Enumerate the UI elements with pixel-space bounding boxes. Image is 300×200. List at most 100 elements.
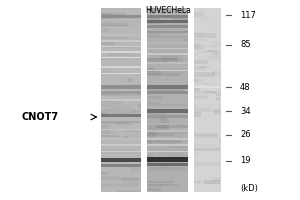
Bar [203, 9, 207, 14]
Bar [187, 43, 188, 48]
Bar [202, 46, 216, 47]
Bar [147, 20, 188, 23]
Bar [100, 99, 141, 101]
Bar [100, 176, 120, 179]
Bar [122, 179, 139, 184]
Bar [101, 112, 107, 115]
Bar [212, 71, 220, 75]
Bar [147, 188, 161, 191]
Bar [153, 69, 184, 73]
Bar [147, 151, 188, 152]
Bar [194, 86, 220, 88]
Bar [212, 53, 219, 55]
Bar [173, 17, 188, 22]
Bar [147, 31, 165, 32]
Bar [137, 164, 141, 167]
Text: CNOT7: CNOT7 [21, 112, 58, 122]
Bar [110, 107, 132, 109]
Bar [117, 190, 141, 192]
Bar [147, 31, 188, 33]
Bar [213, 41, 220, 46]
Bar [123, 136, 128, 140]
Bar [147, 173, 152, 178]
Bar [100, 23, 127, 28]
Bar [207, 69, 220, 70]
Bar [100, 129, 141, 130]
Bar [194, 144, 220, 148]
Bar [100, 8, 141, 192]
Bar [100, 183, 118, 184]
Bar [195, 83, 208, 84]
Bar [147, 71, 161, 75]
Bar [147, 109, 188, 113]
Bar [206, 91, 216, 93]
Bar [100, 21, 141, 23]
Bar [179, 148, 188, 151]
Bar [194, 148, 220, 151]
Bar [100, 121, 141, 123]
Bar [113, 50, 134, 53]
Bar [154, 52, 183, 57]
Bar [100, 40, 115, 45]
Bar [147, 138, 188, 140]
Bar [100, 66, 141, 68]
Bar [147, 58, 183, 62]
Bar [194, 133, 218, 136]
Bar [128, 38, 141, 42]
Bar [147, 87, 184, 91]
Bar [216, 161, 220, 163]
Bar [216, 90, 220, 91]
Bar [100, 131, 115, 134]
Bar [100, 13, 113, 19]
Bar [100, 114, 141, 117]
Bar [200, 17, 210, 20]
Bar [147, 22, 164, 24]
Bar [147, 91, 188, 94]
Bar [194, 134, 218, 138]
Bar [140, 13, 141, 18]
Bar [209, 55, 220, 60]
Bar [147, 102, 159, 106]
Bar [127, 54, 141, 56]
Bar [100, 149, 135, 154]
Bar [194, 67, 207, 68]
Bar [219, 139, 220, 143]
Bar [100, 91, 141, 94]
Bar [151, 118, 163, 119]
Bar [147, 68, 157, 71]
Bar [147, 53, 188, 55]
Bar [147, 25, 188, 28]
Bar [194, 106, 198, 108]
Bar [100, 40, 141, 42]
Bar [198, 180, 220, 184]
Bar [100, 158, 141, 162]
Bar [125, 135, 141, 139]
Bar [147, 184, 178, 186]
Bar [149, 63, 188, 66]
Bar [108, 53, 127, 56]
Text: 26: 26 [240, 130, 250, 139]
Bar [100, 138, 141, 140]
Bar [194, 79, 202, 82]
Bar [194, 12, 204, 17]
Bar [194, 33, 216, 38]
Bar [169, 145, 188, 148]
Bar [101, 66, 117, 68]
Bar [100, 172, 109, 175]
Bar [186, 26, 188, 28]
Bar [123, 131, 141, 132]
Bar [194, 108, 209, 111]
Bar [194, 78, 196, 82]
Bar [147, 62, 188, 64]
Bar [147, 73, 180, 76]
Bar [194, 91, 209, 97]
Bar [147, 115, 167, 121]
Bar [147, 167, 187, 171]
Bar [100, 18, 136, 19]
Bar [214, 110, 220, 114]
Bar [218, 187, 220, 192]
Bar [194, 32, 205, 36]
Bar [147, 36, 188, 38]
Bar [170, 154, 188, 158]
Bar [100, 85, 141, 89]
